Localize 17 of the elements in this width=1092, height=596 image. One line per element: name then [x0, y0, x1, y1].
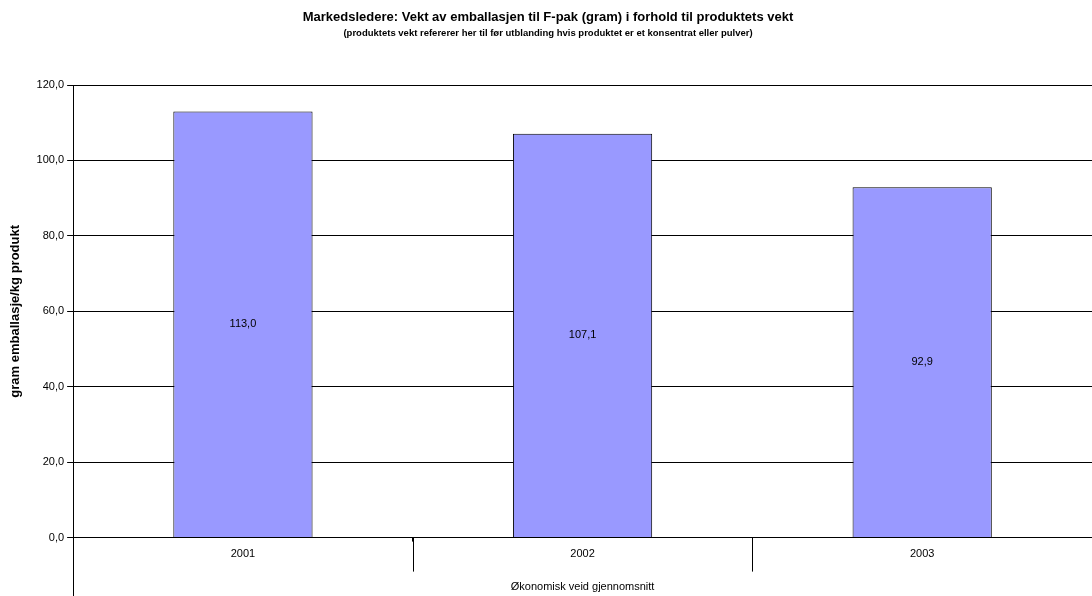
y-tick-label: 120,0: [36, 78, 65, 91]
x-axis-title: Økonomisk veid gjennomsnitt: [510, 580, 655, 593]
chart-subtitle: (produktets vekt refererer her til før utblanding hvis produktet er et konsentrat eller pulver): [343, 26, 753, 38]
x-tick-label: 2002: [570, 547, 595, 560]
y-tick-label: 60,0: [42, 304, 65, 317]
chart-title: Markedsledere: Vekt av emballasjen til F-pak (gram) i forhold til produktets vekt: [302, 9, 794, 25]
y-tick-label: 40,0: [42, 379, 65, 392]
y-tick-label: 0,0: [48, 530, 65, 543]
y-tick-label: 20,0: [42, 455, 65, 468]
y-tick-label: 80,0: [42, 228, 65, 241]
x-tick-label: 2001: [230, 547, 256, 560]
data-label: 113,0: [229, 317, 257, 330]
x-tick-label: 2003: [909, 547, 935, 560]
data-label: 92,9: [911, 355, 933, 368]
y-axis-title: gram emballasje/kg produkt: [7, 224, 23, 398]
data-label: 107,1: [568, 328, 597, 341]
y-tick-label: 100,0: [36, 153, 65, 166]
